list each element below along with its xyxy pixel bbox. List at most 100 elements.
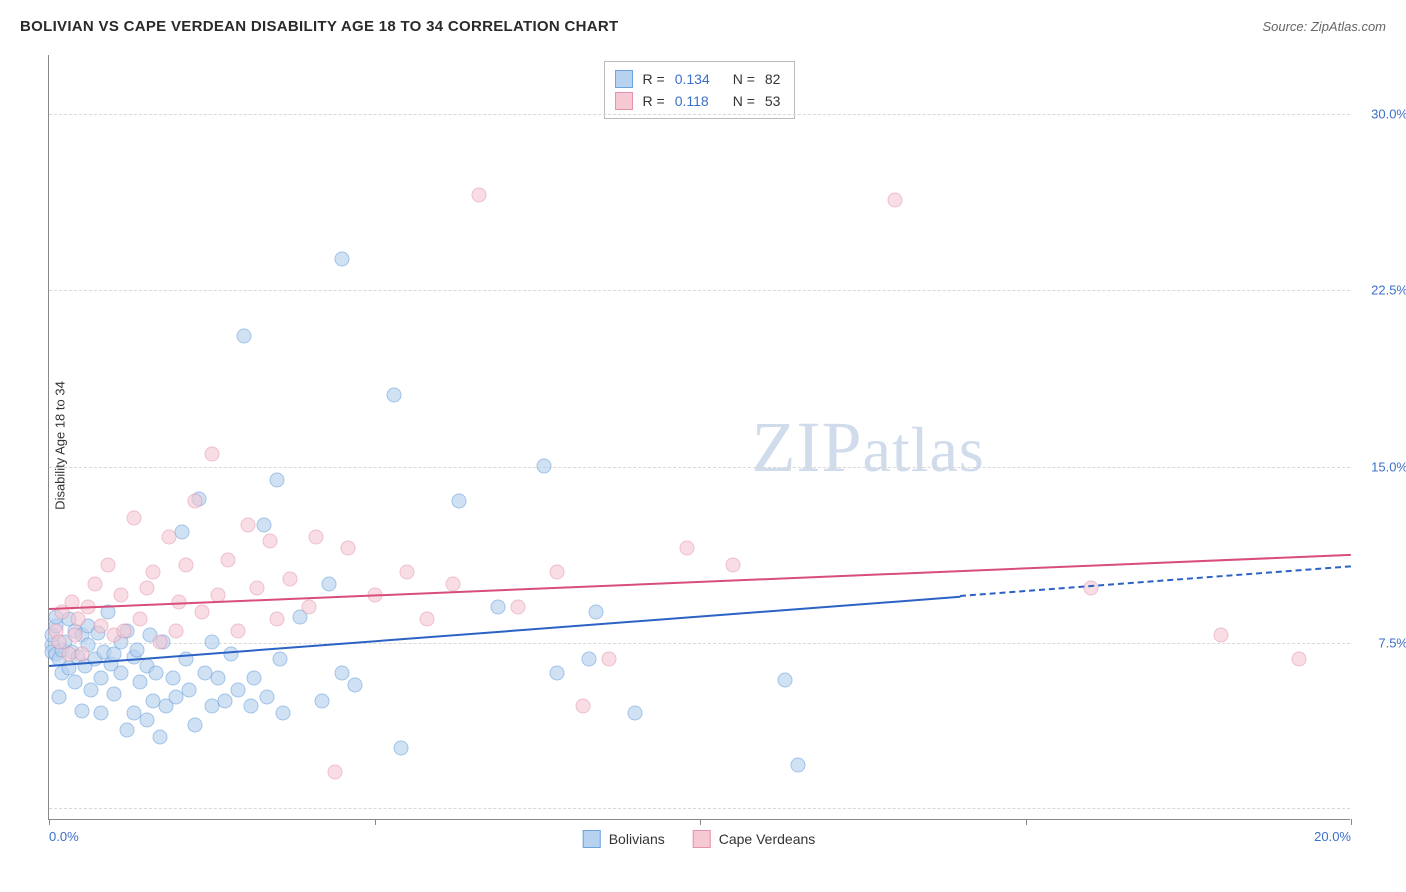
- data-point: [269, 611, 284, 626]
- data-point: [471, 188, 486, 203]
- data-point: [188, 717, 203, 732]
- data-point: [230, 682, 245, 697]
- y-tick-label: 7.5%: [1378, 636, 1406, 651]
- data-point: [133, 675, 148, 690]
- data-point: [87, 576, 102, 591]
- legend-item: Bolivians: [583, 830, 665, 848]
- data-point: [139, 713, 154, 728]
- data-point: [308, 529, 323, 544]
- data-point: [94, 706, 109, 721]
- data-point: [321, 576, 336, 591]
- data-point: [777, 673, 792, 688]
- x-tick-label: 0.0%: [49, 829, 79, 844]
- data-point: [269, 473, 284, 488]
- data-point: [387, 388, 402, 403]
- data-point: [221, 553, 236, 568]
- data-point: [152, 635, 167, 650]
- data-point: [263, 534, 278, 549]
- data-point: [273, 651, 288, 666]
- legend-swatch: [615, 92, 633, 110]
- data-point: [113, 666, 128, 681]
- data-point: [679, 541, 694, 556]
- trend-line: [960, 566, 1351, 598]
- legend-item: Cape Verdeans: [693, 830, 816, 848]
- stats-row: R =0.134N =82: [615, 68, 781, 90]
- data-point: [491, 600, 506, 615]
- y-tick-label: 15.0%: [1371, 459, 1406, 474]
- gridline: [49, 467, 1350, 468]
- y-tick-label: 30.0%: [1371, 106, 1406, 121]
- data-point: [74, 647, 89, 662]
- legend-label: Cape Verdeans: [719, 831, 816, 847]
- data-point: [211, 670, 226, 685]
- correlation-stats-box: R =0.134N =82R =0.118N =53: [604, 61, 796, 119]
- data-point: [224, 647, 239, 662]
- legend-swatch: [583, 830, 601, 848]
- data-point: [204, 635, 219, 650]
- n-value: 82: [765, 71, 781, 87]
- data-point: [1213, 628, 1228, 643]
- data-point: [582, 651, 597, 666]
- data-point: [334, 666, 349, 681]
- data-point: [575, 699, 590, 714]
- data-point: [126, 510, 141, 525]
- legend-swatch: [615, 70, 633, 88]
- chart-title: BOLIVIAN VS CAPE VERDEAN DISABILITY AGE …: [20, 18, 619, 35]
- x-tick: [1026, 819, 1027, 825]
- data-point: [94, 670, 109, 685]
- data-point: [347, 677, 362, 692]
- data-point: [133, 611, 148, 626]
- legend-swatch: [693, 830, 711, 848]
- data-point: [168, 623, 183, 638]
- x-tick-label: 20.0%: [1314, 829, 1351, 844]
- data-point: [175, 524, 190, 539]
- data-point: [1291, 651, 1306, 666]
- stat-label: N =: [733, 93, 755, 109]
- scatter-plot: ZIPatlas R =0.134N =82R =0.118N =53 7.5%…: [48, 55, 1350, 820]
- data-point: [250, 581, 265, 596]
- stat-label: R =: [643, 93, 665, 109]
- data-point: [152, 729, 167, 744]
- data-point: [334, 251, 349, 266]
- data-point: [217, 694, 232, 709]
- data-point: [1083, 581, 1098, 596]
- data-point: [162, 529, 177, 544]
- legend: Bolivians Cape Verdeans: [583, 830, 816, 848]
- data-point: [230, 623, 245, 638]
- x-tick: [375, 819, 376, 825]
- data-point: [445, 576, 460, 591]
- n-value: 53: [765, 93, 781, 109]
- data-point: [240, 517, 255, 532]
- source-attribution: Source: ZipAtlas.com: [1262, 19, 1386, 34]
- data-point: [243, 699, 258, 714]
- data-point: [74, 703, 89, 718]
- data-point: [194, 604, 209, 619]
- data-point: [149, 666, 164, 681]
- data-point: [107, 687, 122, 702]
- data-point: [510, 600, 525, 615]
- data-point: [315, 694, 330, 709]
- data-point: [256, 517, 271, 532]
- r-value: 0.134: [675, 71, 723, 87]
- data-point: [276, 706, 291, 721]
- data-point: [100, 557, 115, 572]
- data-point: [725, 557, 740, 572]
- data-point: [790, 757, 805, 772]
- x-tick: [49, 819, 50, 825]
- y-tick-label: 22.5%: [1371, 283, 1406, 298]
- data-point: [129, 642, 144, 657]
- data-point: [627, 706, 642, 721]
- data-point: [888, 192, 903, 207]
- gridline: [49, 643, 1350, 644]
- data-point: [601, 651, 616, 666]
- data-point: [188, 494, 203, 509]
- data-point: [282, 571, 297, 586]
- stat-label: R =: [643, 71, 665, 87]
- legend-label: Bolivians: [609, 831, 665, 847]
- data-point: [68, 628, 83, 643]
- data-point: [588, 604, 603, 619]
- data-point: [68, 675, 83, 690]
- data-point: [51, 689, 66, 704]
- chart-area: Disability Age 18 to 34 ZIPatlas R =0.13…: [48, 55, 1350, 820]
- gridline: [49, 114, 1350, 115]
